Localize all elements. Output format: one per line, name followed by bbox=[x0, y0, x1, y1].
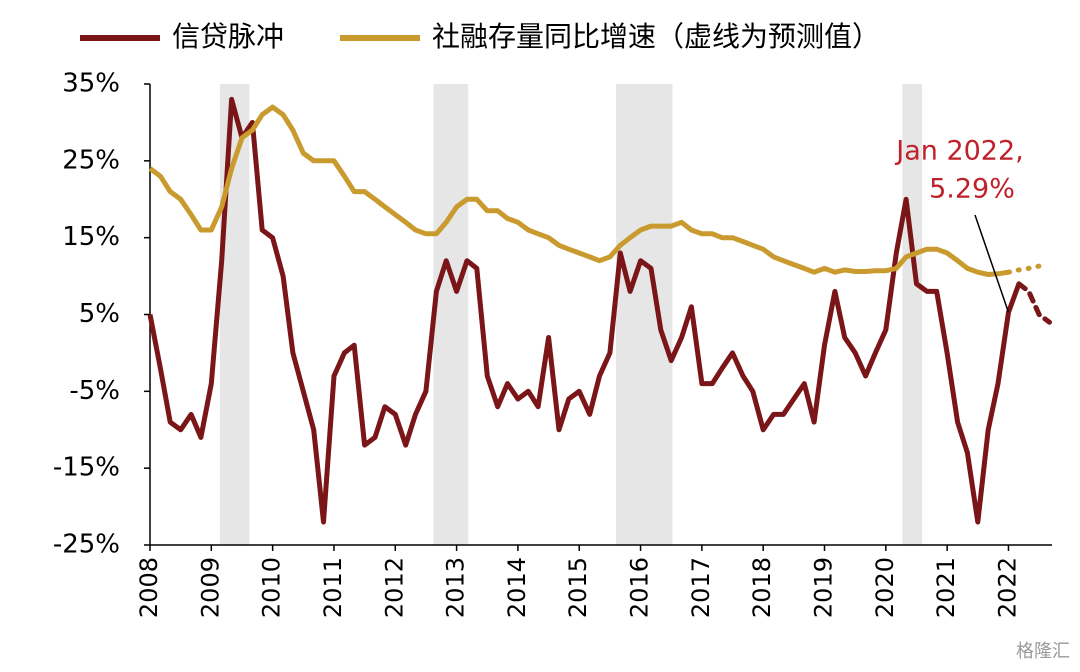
x-tick-label: 2018 bbox=[748, 557, 776, 618]
y-tick-label: 5% bbox=[79, 299, 120, 329]
x-tick-label: 2014 bbox=[503, 557, 531, 618]
x-tick-label: 2013 bbox=[442, 557, 470, 618]
forecast-line bbox=[1006, 263, 1042, 275]
shaded-period bbox=[433, 84, 469, 545]
x-tick-label: 2020 bbox=[871, 557, 899, 618]
x-tick-label: 2008 bbox=[135, 557, 163, 618]
y-tick-label: -15% bbox=[53, 453, 120, 483]
x-tick-label: 2016 bbox=[626, 557, 654, 618]
shaded-period bbox=[616, 84, 673, 545]
legend-label: 信贷脉冲 bbox=[172, 20, 284, 53]
annotation-text: Jan 2022, bbox=[894, 136, 1024, 167]
y-tick-label: 35% bbox=[62, 69, 120, 99]
x-tick-label: 2017 bbox=[687, 557, 715, 618]
x-tick-label: 2010 bbox=[258, 557, 286, 618]
x-tick-label: 2011 bbox=[319, 557, 347, 618]
annotation-leader bbox=[974, 214, 1010, 313]
watermark: 格隆汇 bbox=[1016, 641, 1070, 662]
line-series bbox=[148, 104, 1009, 277]
x-tick-label: 2012 bbox=[380, 557, 408, 618]
line-series bbox=[147, 96, 1022, 525]
y-tick-label: 25% bbox=[62, 145, 120, 175]
x-tick-label: 2022 bbox=[993, 557, 1021, 618]
x-tick-label: 2019 bbox=[810, 557, 838, 618]
annotation-text: 5.29% bbox=[929, 174, 1015, 205]
legend-label: 社融存量同比增速（虚线为预测值） bbox=[432, 20, 880, 53]
y-tick-label: 15% bbox=[62, 222, 120, 252]
y-tick-label: -25% bbox=[53, 530, 120, 560]
x-tick-label: 2021 bbox=[932, 557, 960, 618]
x-tick-label: 2009 bbox=[196, 557, 224, 618]
x-tick-label: 2015 bbox=[564, 557, 592, 618]
forecast-line bbox=[1016, 281, 1052, 325]
y-tick-label: -5% bbox=[69, 376, 120, 406]
